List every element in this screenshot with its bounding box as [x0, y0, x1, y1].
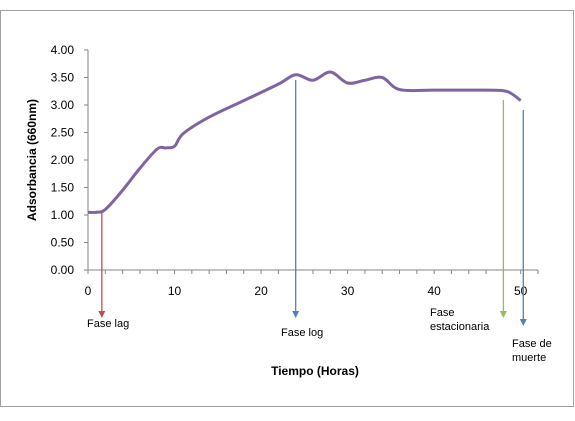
x-tick-label: 30 [341, 284, 355, 298]
annotation-arrow-head [519, 319, 527, 326]
x-axis-title: Tiempo (Horas) [271, 364, 359, 378]
annotation-label: estacionaria [430, 321, 490, 333]
y-tick-label: 0.00 [51, 263, 75, 277]
y-tick-label: 2.50 [51, 126, 75, 140]
x-tick-label: 10 [168, 284, 182, 298]
y-tick-label: 3.50 [51, 71, 75, 85]
annotation-label: Fase [430, 307, 454, 319]
annotation-label: Fase log [281, 327, 323, 339]
y-axis-title: Adsorbancia (660nm) [25, 99, 39, 221]
x-tick-label: 0 [85, 284, 92, 298]
chart-frame [0, 10, 574, 407]
annotation-label: Fase de [512, 338, 552, 350]
annotation-arrow-head [98, 311, 106, 318]
annotation-arrow-head [499, 311, 507, 318]
y-tick-label: 4.00 [51, 43, 75, 57]
annotation-label: Fase lag [87, 318, 129, 330]
annotation-arrow-head [292, 311, 300, 318]
series-line [87, 70, 522, 214]
x-tick-label: 40 [427, 284, 441, 298]
y-tick-label: 3.00 [51, 98, 75, 112]
x-tick-label: 20 [254, 284, 268, 298]
y-tick-label: 1.00 [51, 208, 75, 222]
y-tick-label: 1.50 [51, 181, 75, 195]
y-tick-label: 2.00 [51, 153, 75, 167]
x-tick-label: 50 [514, 284, 528, 298]
annotation-label: muerte [512, 352, 546, 364]
y-tick-label: 0.50 [51, 236, 75, 250]
